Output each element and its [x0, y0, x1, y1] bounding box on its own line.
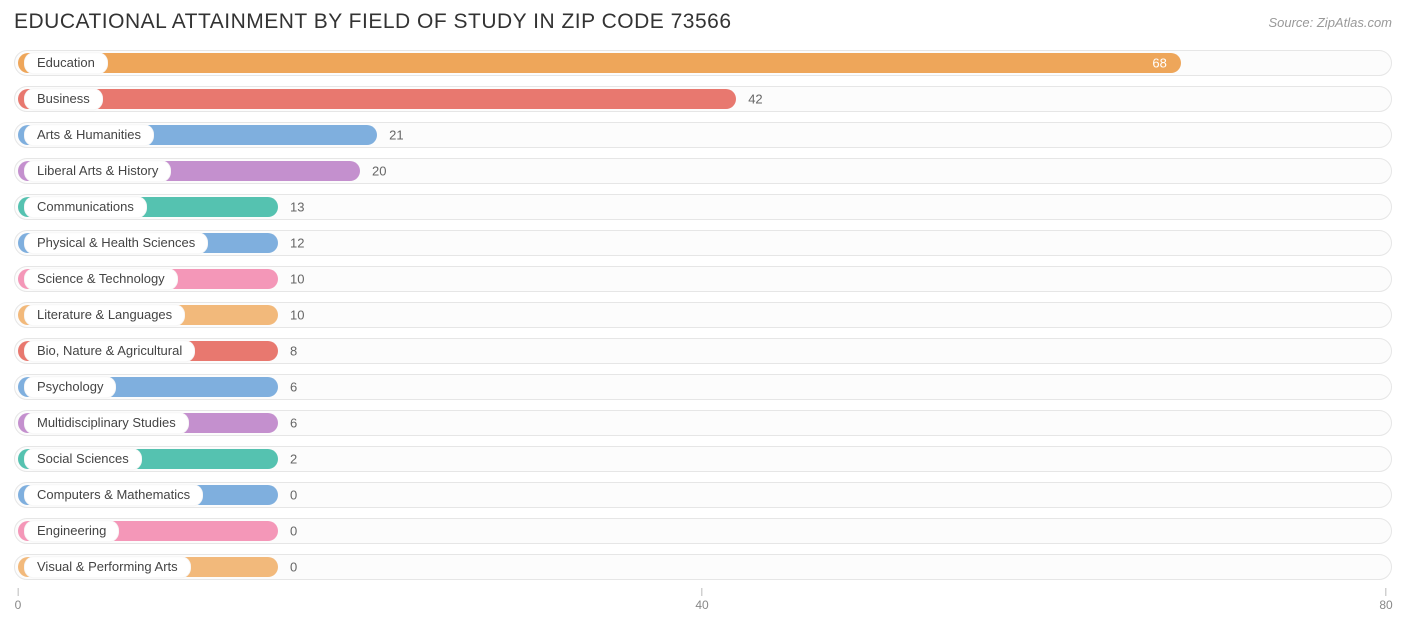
value-label: 0 [290, 524, 297, 539]
value-label: 6 [290, 416, 297, 431]
tick-label: 80 [1379, 598, 1392, 612]
value-label: 10 [290, 272, 304, 287]
category-pill: Business [24, 88, 103, 110]
bar [18, 89, 736, 109]
chart-row: Physical & Health Sciences 12 [14, 228, 1392, 258]
chart-row: Multidisciplinary Studies 6 [14, 408, 1392, 438]
chart-row: Psychology 6 [14, 372, 1392, 402]
chart-row: Science & Technology 10 [14, 264, 1392, 294]
category-pill: Physical & Health Sciences [24, 232, 208, 254]
axis-tick: 0 [15, 588, 22, 612]
axis-tick: 40 [695, 588, 708, 612]
chart-title: EDUCATIONAL ATTAINMENT BY FIELD OF STUDY… [14, 10, 732, 34]
category-pill: Social Sciences [24, 448, 142, 470]
value-label: 0 [290, 488, 297, 503]
chart-row: Literature & Languages 10 [14, 300, 1392, 330]
category-pill: Liberal Arts & History [24, 160, 171, 182]
value-label: 13 [290, 200, 304, 215]
category-pill: Psychology [24, 376, 116, 398]
chart-row: Business 42 [14, 84, 1392, 114]
tick-label: 40 [695, 598, 708, 612]
category-pill: Education [24, 52, 108, 74]
chart-row: Visual & Performing Arts 0 [14, 552, 1392, 582]
category-pill: Computers & Mathematics [24, 484, 203, 506]
category-pill: Science & Technology [24, 268, 178, 290]
chart-row: Communications 13 [14, 192, 1392, 222]
value-label: 68 [1152, 56, 1166, 71]
value-label: 0 [290, 560, 297, 575]
value-label: 6 [290, 380, 297, 395]
category-pill: Visual & Performing Arts [24, 556, 191, 578]
bar [18, 53, 1181, 73]
chart-row: Liberal Arts & History 20 [14, 156, 1392, 186]
tick-label: 0 [15, 598, 22, 612]
category-pill: Bio, Nature & Agricultural [24, 340, 195, 362]
chart-row: Arts & Humanities 21 [14, 120, 1392, 150]
value-label: 8 [290, 344, 297, 359]
chart-row: Education 68 [14, 48, 1392, 78]
chart-row: Engineering 0 [14, 516, 1392, 546]
value-label: 21 [389, 128, 403, 143]
chart-source: Source: ZipAtlas.com [1268, 15, 1392, 30]
category-pill: Communications [24, 196, 147, 218]
chart-area: Education68Business42Arts & Humanities21… [14, 48, 1392, 614]
axis-tick: 80 [1379, 588, 1392, 612]
chart-rows: Education68Business42Arts & Humanities21… [14, 48, 1392, 582]
value-label: 12 [290, 236, 304, 251]
chart-row: Social Sciences 2 [14, 444, 1392, 474]
value-label: 20 [372, 164, 386, 179]
value-label: 2 [290, 452, 297, 467]
tick-line [18, 588, 19, 596]
category-pill: Literature & Languages [24, 304, 185, 326]
category-pill: Arts & Humanities [24, 124, 154, 146]
tick-line [1385, 588, 1386, 596]
tick-line [701, 588, 702, 596]
value-label: 10 [290, 308, 304, 323]
chart-row: Bio, Nature & Agricultural 8 [14, 336, 1392, 366]
value-label: 42 [748, 92, 762, 107]
category-pill: Engineering [24, 520, 119, 542]
chart-header: EDUCATIONAL ATTAINMENT BY FIELD OF STUDY… [14, 10, 1392, 34]
chart-row: Computers & Mathematics 0 [14, 480, 1392, 510]
category-pill: Multidisciplinary Studies [24, 412, 189, 434]
x-axis: 0 40 80 [14, 588, 1392, 614]
